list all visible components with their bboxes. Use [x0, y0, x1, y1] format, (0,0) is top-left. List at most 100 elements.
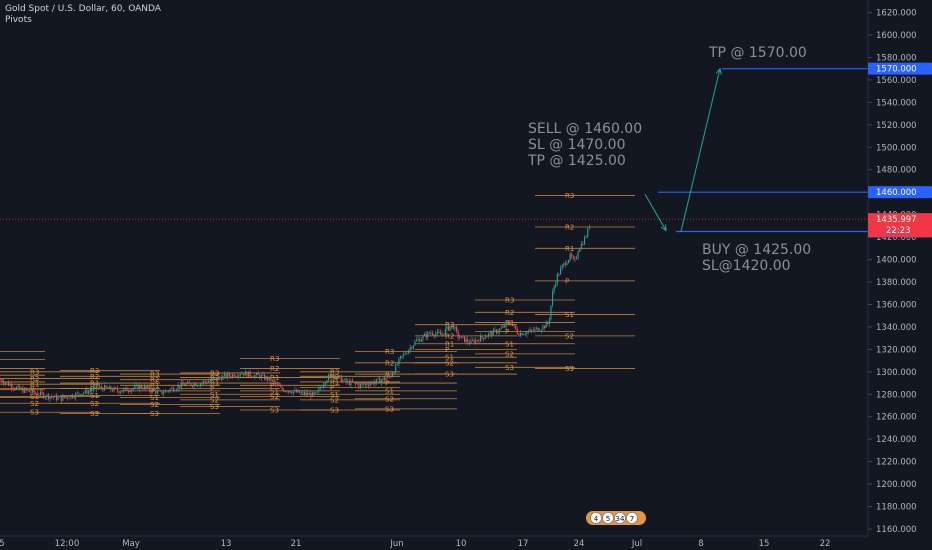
candle: [6, 382, 8, 385]
candle-body: [542, 325, 544, 330]
candle: [342, 377, 344, 384]
event-badge[interactable]: 7: [626, 512, 638, 524]
candle: [558, 272, 560, 277]
event-badge[interactable]: 34: [614, 512, 626, 524]
candle: [296, 387, 298, 393]
candle: [353, 382, 355, 384]
flag-icon: [614, 512, 626, 524]
candle: [531, 328, 533, 334]
candle: [307, 389, 309, 398]
time-axis[interactable]: 5 12:00 May 13 21 Jun 10 17 24 Jul 8 15 22: [0, 535, 868, 550]
price-axis[interactable]: 1160.000 1180.000 1200.000 1220.000 1240.000…: [867, 0, 932, 550]
candle-body: [166, 390, 168, 392]
pivot-label: R2: [150, 376, 159, 384]
event-badge[interactable]: 5: [602, 512, 614, 524]
candle-body: [558, 274, 560, 276]
candle-body: [257, 373, 259, 375]
sell-arrow[interactable]: [644, 193, 667, 232]
candle-body: [297, 390, 299, 393]
candle: [225, 372, 227, 379]
pivot-label: S1: [445, 354, 454, 362]
candle-body: [300, 392, 302, 394]
candle-body: [540, 329, 542, 331]
event-badge[interactable]: 4: [590, 512, 602, 524]
candle: [67, 396, 69, 401]
candle: [428, 331, 430, 335]
candle: [505, 322, 507, 331]
candle: [169, 388, 171, 394]
candle: [180, 379, 182, 391]
candle: [48, 393, 50, 401]
candle: [524, 331, 526, 337]
candle: [521, 332, 523, 336]
candle-body: [134, 385, 136, 389]
candle-body: [129, 391, 131, 393]
candle: [201, 381, 203, 387]
candle: [140, 384, 142, 390]
candle: [280, 382, 282, 388]
time-tick-label: 24: [574, 539, 585, 549]
candle-body: [260, 375, 262, 379]
candle: [17, 384, 19, 388]
candle-body: [352, 380, 354, 383]
candle-body: [20, 388, 22, 390]
candle-body: [273, 380, 275, 382]
candle: [532, 326, 534, 332]
tp-arrow[interactable]: [680, 67, 722, 232]
candle-body: [139, 385, 141, 390]
candle-body: [3, 382, 5, 384]
candle: [513, 323, 515, 329]
candle-body: [508, 322, 510, 324]
candle: [238, 373, 240, 380]
candle: [206, 379, 208, 385]
candle: [470, 336, 472, 344]
candle: [257, 370, 259, 376]
candle-body: [240, 374, 242, 376]
candle-body: [296, 389, 298, 393]
candle-body: [491, 332, 493, 336]
candle-body: [44, 396, 46, 398]
candle: [464, 336, 466, 343]
pivot-label: P: [565, 277, 569, 285]
tp-price-tag[interactable]: 1570.000: [868, 62, 932, 75]
candle-body: [214, 377, 216, 379]
economic-events[interactable]: 4 5 34 7: [586, 511, 646, 525]
sell-price-tag[interactable]: 1460.000: [868, 186, 932, 199]
candle: [36, 390, 38, 396]
candle: [182, 379, 184, 385]
candle: [544, 325, 546, 331]
candle: [444, 327, 446, 336]
candle: [446, 325, 448, 333]
candle-body: [552, 291, 554, 306]
candle: [432, 330, 434, 337]
candle: [108, 384, 110, 389]
candle: [340, 374, 342, 383]
candle-body: [438, 331, 440, 333]
candle: [264, 372, 266, 381]
candle-body: [132, 388, 134, 390]
pivot-label: P: [330, 384, 334, 392]
candle-body: [500, 327, 502, 329]
pivot-label: S1: [505, 340, 514, 348]
candle-body: [385, 378, 387, 380]
candle-body: [217, 376, 219, 380]
candle: [480, 333, 482, 342]
candle-body: [198, 385, 200, 387]
candle-body: [270, 376, 272, 382]
candle: [249, 369, 251, 379]
candle: [283, 387, 285, 393]
indicator-label[interactable]: Pivots: [5, 15, 32, 25]
candle: [0, 377, 2, 381]
candle: [152, 387, 154, 394]
candle-body: [419, 339, 421, 342]
symbol-title[interactable]: Gold Spot / U.S. Dollar, 60, OANDA: [5, 4, 161, 14]
time-tick-label: 17: [518, 539, 529, 549]
trade-plan-drawings[interactable]: [0, 67, 868, 233]
pivot-label: R3: [330, 368, 339, 376]
candle-body: [38, 395, 40, 396]
candle: [187, 379, 189, 385]
event-badges[interactable]: 4 5 34 7: [586, 511, 646, 525]
candle-body: [40, 391, 42, 396]
